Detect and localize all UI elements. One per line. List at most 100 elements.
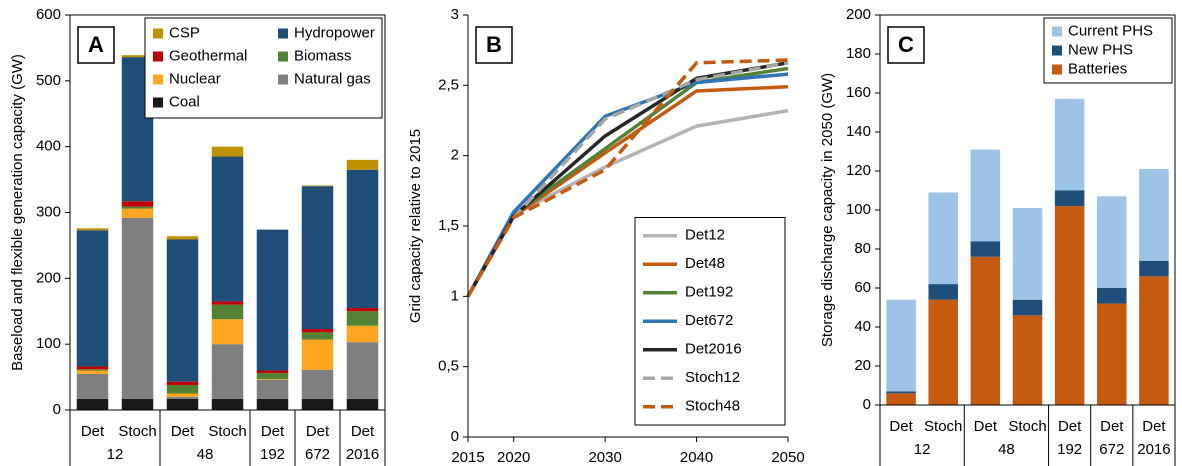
group-label: 12	[914, 441, 931, 458]
bar-segment	[76, 369, 109, 371]
bar-segment	[346, 311, 379, 326]
group-label: 192	[1057, 441, 1082, 458]
bar-segment	[121, 201, 154, 207]
x-tick-label: Stoch	[1008, 418, 1046, 435]
plot-frame	[879, 14, 1176, 406]
bar-segment	[211, 398, 244, 410]
bar-segment	[256, 379, 289, 399]
x-tick-label: Stoch	[118, 423, 156, 440]
y-tick-label: 140	[846, 123, 871, 140]
bar-segment	[928, 192, 958, 285]
panel-letter-box	[77, 26, 115, 64]
bar-segment	[211, 344, 244, 399]
bar-segment	[346, 325, 379, 343]
panel-letter: B	[486, 32, 502, 57]
legend-label: Coal	[169, 93, 200, 110]
legend-swatch	[153, 97, 163, 108]
x-tick-label: Det	[1100, 418, 1124, 435]
group-label: 12	[107, 446, 124, 463]
legend-label: Stoch12	[685, 369, 740, 386]
legend-label: Stoch48	[685, 398, 740, 415]
x-tick-label: 2040	[680, 449, 713, 466]
bar-segment	[301, 369, 334, 399]
y-tick-label: 120	[846, 162, 871, 179]
legend-label: Hydropower	[294, 24, 375, 41]
bar-segment	[1054, 98, 1085, 191]
x-tick-label: Det	[1058, 418, 1082, 435]
bar-segment	[1097, 303, 1127, 405]
x-tick-label: Det	[1142, 418, 1166, 435]
bar-segment	[256, 229, 289, 371]
bar-segment	[346, 307, 379, 312]
bar-segment	[256, 373, 289, 380]
bar-segment	[1139, 260, 1169, 277]
bar-segment	[211, 319, 244, 345]
legend-box	[144, 17, 383, 119]
legend-swatch	[1052, 26, 1062, 37]
bar-segment	[301, 185, 334, 187]
x-tick-label: Det	[974, 418, 998, 435]
legend-label: New PHS	[1068, 41, 1133, 58]
y-tick-label: 600	[36, 6, 61, 23]
bar-segment	[1012, 315, 1043, 405]
y-tick-label: 3	[451, 6, 459, 23]
panel-letter: A	[88, 32, 104, 57]
y-tick-label: 100	[36, 335, 61, 352]
y-axis-label: Storage discharge capacity in 2050 (GW)	[819, 73, 836, 347]
y-tick-label: 300	[36, 203, 61, 220]
x-tick-label: Det	[81, 423, 105, 440]
bar-segment	[928, 284, 958, 300]
bar-segment	[76, 366, 109, 370]
y-tick-label: 0	[53, 401, 61, 418]
legend-label: Geothermal	[169, 47, 247, 64]
y-tick-label: 200	[36, 269, 61, 286]
bar-segment	[121, 208, 154, 218]
bar-segment	[166, 381, 199, 385]
legend-label: Det672	[685, 312, 733, 329]
bar-segment	[76, 228, 109, 231]
legend-label: Batteries	[1068, 60, 1127, 77]
bar-segment	[970, 241, 1001, 257]
bar-segment	[166, 393, 199, 397]
x-tick-label: Det	[306, 423, 330, 440]
y-tick-label: 60	[854, 279, 871, 296]
bar-segment	[76, 370, 109, 374]
y-tick-label: 2	[451, 147, 459, 164]
legend-label: Current PHS	[1068, 22, 1153, 39]
bar-segment	[256, 370, 289, 374]
group-label: 2016	[346, 446, 379, 463]
legend-swatch	[153, 28, 163, 39]
bar-segment	[886, 393, 916, 405]
bar-segment	[211, 156, 244, 302]
legend-label: Natural gas	[294, 70, 371, 87]
bar-segment	[886, 391, 916, 394]
y-axis-label: Baseload and flexible generation capacit…	[9, 54, 26, 371]
legend-label: Biomass	[294, 47, 352, 64]
x-tick-label: Stoch	[208, 423, 246, 440]
y-tick-label: 0,5	[438, 358, 459, 375]
legend-swatch	[1052, 45, 1062, 56]
legend-label: Det12	[685, 227, 725, 244]
x-tick-label: 2030	[588, 449, 621, 466]
y-tick-label: 400	[36, 138, 61, 155]
bar-segment	[121, 217, 154, 399]
legend-label: Det48	[685, 255, 725, 272]
bar-segment	[166, 398, 199, 410]
legend-label: Det2016	[685, 341, 742, 358]
x-tick-label: Det	[351, 423, 375, 440]
y-axis-label: Grid capacity relative to 2015	[407, 129, 424, 323]
x-tick-label: Det	[889, 418, 913, 435]
y-tick-label: 0	[451, 428, 459, 445]
bar-segment	[1097, 288, 1127, 304]
bar-segment	[76, 230, 109, 367]
bar-segment	[256, 398, 289, 410]
line	[466, 58, 789, 298]
bar-segment	[346, 398, 379, 410]
bar-segment	[166, 396, 199, 399]
y-tick-label: 100	[846, 201, 871, 218]
x-tick-label: 2050	[771, 449, 804, 466]
bar-segment	[166, 239, 199, 382]
y-tick-label: 2,5	[438, 76, 459, 93]
group-label: 672	[305, 446, 330, 463]
